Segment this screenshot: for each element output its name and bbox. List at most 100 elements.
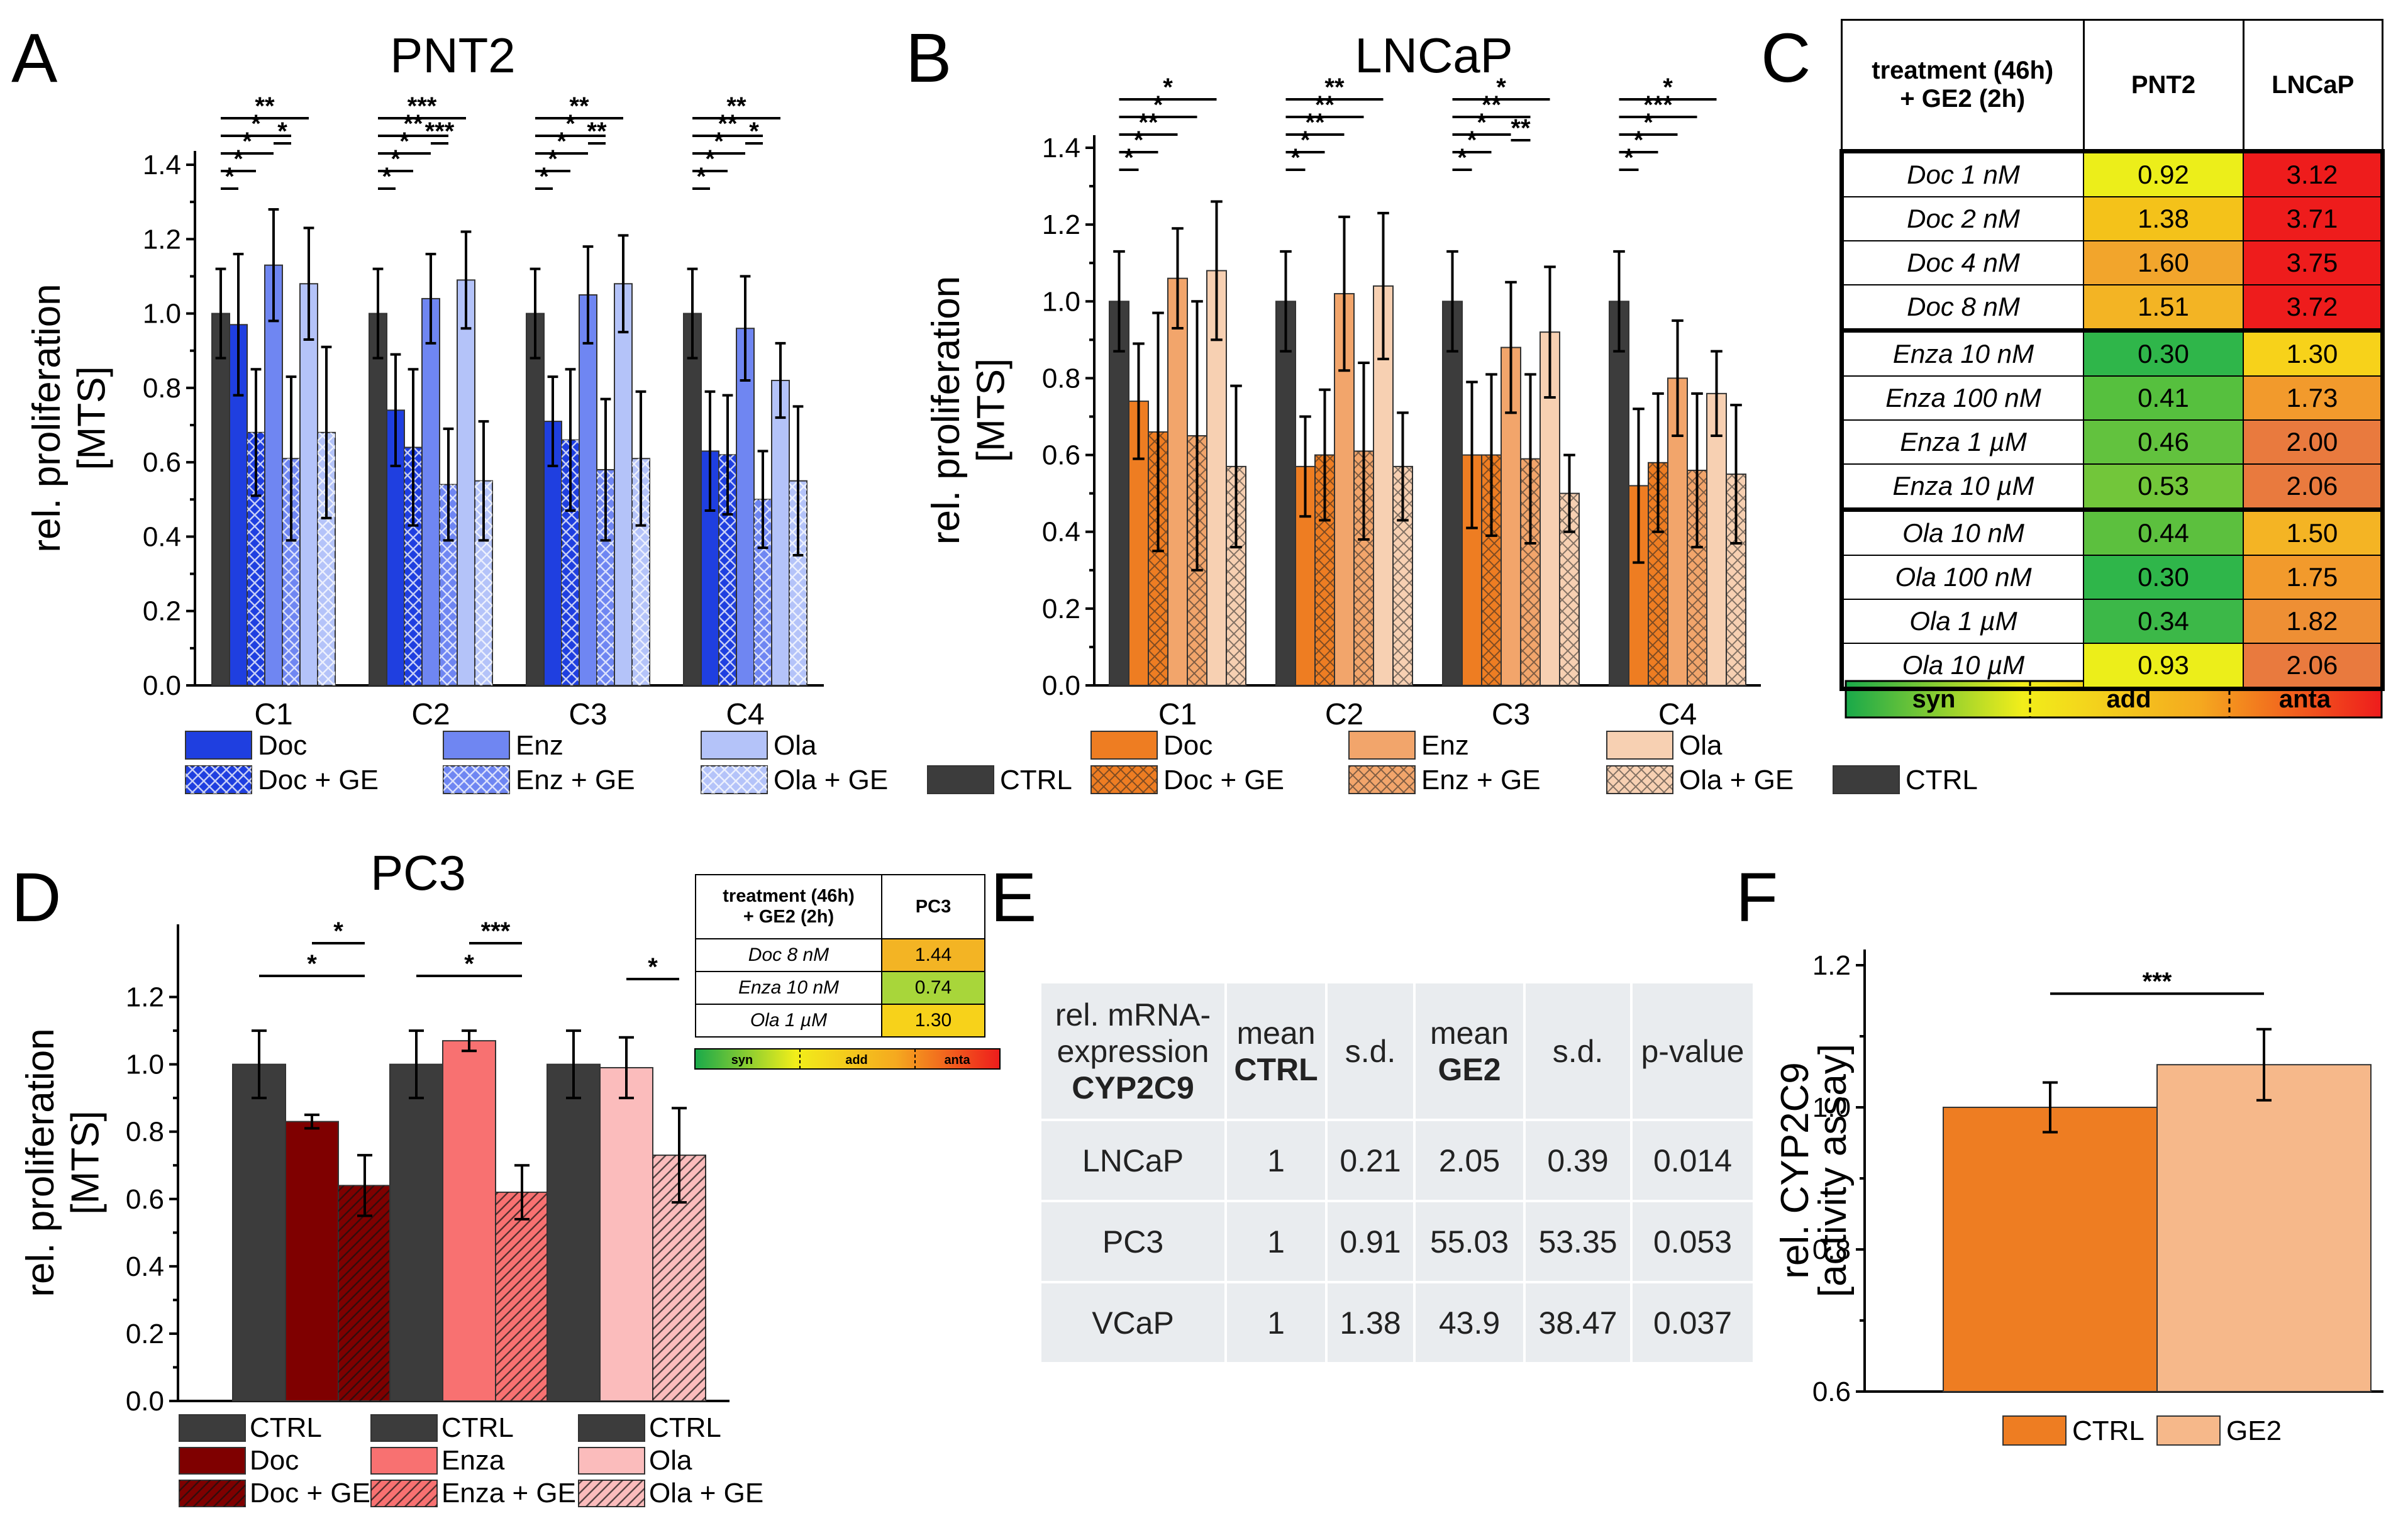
chart-a-bar-C2-CTRL bbox=[369, 313, 387, 687]
table-e-cell-sd-ge2: 0.39 bbox=[1526, 1121, 1630, 1200]
table-c-cell-lncap: 3.75 bbox=[2243, 240, 2385, 285]
chart-b-sig-C3-3-label: ** bbox=[1482, 91, 1502, 119]
chart-d-legend-label: Ola bbox=[649, 1445, 692, 1476]
table-e-cell-p-value: 0.014 bbox=[1633, 1121, 1753, 1200]
chart-b-ytick-label: 1.4 bbox=[1042, 133, 1080, 163]
table-e-cell-mean-ge2: 2.05 bbox=[1416, 1121, 1523, 1200]
table-e-header-pvalue: p-value bbox=[1633, 983, 1753, 1119]
chart-a-bar-C4-CTRL bbox=[683, 313, 702, 687]
chart-d-ytick-label: 0.6 bbox=[126, 1184, 164, 1215]
table-e-cell-sd-ctrl: 0.21 bbox=[1328, 1121, 1413, 1200]
chart-f-ylabel-line1: rel. CYP2C9 bbox=[1773, 1062, 1817, 1279]
table-c-cell-lncap: 2.06 bbox=[2243, 643, 2385, 691]
colorbar-c-anta: anta bbox=[2279, 685, 2331, 713]
chart-a-sig-C1-5-label: * bbox=[277, 118, 287, 145]
chart-a-legend-label: Doc + GE bbox=[258, 765, 379, 795]
chart-b-sig-C2-3-label: ** bbox=[1315, 91, 1335, 119]
table-c-cell-lncap: 3.72 bbox=[2243, 284, 2385, 331]
table-e-header-ge2: GE2 bbox=[1438, 1051, 1501, 1087]
table-d-cell-pc3: 0.74 bbox=[881, 971, 985, 1005]
table-c-row-label: Enza 1 µM bbox=[1839, 419, 2084, 465]
chart-d-legend-swatch bbox=[179, 1447, 246, 1475]
chart-b-sig-C4-0-label: * bbox=[1624, 144, 1634, 172]
chart-a-sig-C4-3-label: ** bbox=[718, 110, 738, 138]
table-c-row-label: Doc 2 nM bbox=[1839, 196, 2084, 241]
chart-f-bar-GE2 bbox=[2156, 1064, 2372, 1392]
chart-f-legend-label: GE2 bbox=[2226, 1415, 2282, 1446]
table-c-row: Enza 10 nM 0.30 1.30 bbox=[1839, 328, 2385, 377]
chart-d-bar-2-CTRL bbox=[547, 1063, 601, 1402]
chart-a-legend-swatch bbox=[701, 731, 768, 760]
table-c-cell-lncap: 1.50 bbox=[2243, 507, 2385, 556]
table-e-header-mean-ge2: mean GE2 bbox=[1416, 983, 1523, 1119]
chart-d-sig-0-label: * bbox=[307, 950, 317, 978]
chart-b-bar-C1-Enz bbox=[1167, 277, 1188, 686]
table-c-cell-lncap: 1.75 bbox=[2243, 555, 2385, 600]
chart-d-ytick-label: 0.0 bbox=[126, 1386, 164, 1417]
table-c-cell-pnt2: 0.34 bbox=[2083, 599, 2244, 644]
table-c-row: Ola 1 µM 0.34 1.82 bbox=[1839, 599, 2385, 644]
table-c-row: Enza 10 µM 0.53 2.06 bbox=[1839, 463, 2385, 511]
table-c-cell-lncap: 1.82 bbox=[2243, 599, 2385, 644]
chart-b-legend-label: Doc + GE bbox=[1163, 765, 1284, 795]
chart-b-xtick-label: C1 bbox=[1158, 698, 1197, 731]
table-c-cell-pnt2: 0.92 bbox=[2083, 149, 2244, 197]
table-c-header-pnt2: PNT2 bbox=[2082, 19, 2244, 152]
panel-letter-b: B bbox=[906, 19, 952, 97]
chart-a-legend-label: Enz + GE bbox=[516, 765, 635, 795]
table-e-header-label-l1: rel. mRNA- bbox=[1055, 997, 1211, 1033]
chart-b-ytick-label: 0.2 bbox=[1042, 594, 1080, 624]
table-e-cell-mean-ctrl: 1 bbox=[1227, 1283, 1325, 1362]
table-e-row: LNCaP 1 0.21 2.05 0.39 0.014 bbox=[1041, 1121, 1753, 1200]
table-c-row: Doc 4 nM 1.60 3.75 bbox=[1839, 240, 2385, 285]
chart-d-legend-label: Doc + GE bbox=[250, 1478, 370, 1509]
table-d-header-treatment: treatment (46h) + GE2 (2h) bbox=[695, 874, 882, 939]
chart-b-ytick-label: 0.6 bbox=[1042, 440, 1080, 471]
chart-a-sig-C2-3-label: ** bbox=[403, 110, 423, 138]
table-c-row-label: Ola 1 µM bbox=[1839, 599, 2084, 644]
chart-d-ytick-label: 0.4 bbox=[126, 1251, 164, 1282]
table-e-header-label: rel. mRNA- expression CYP2C9 bbox=[1041, 983, 1224, 1119]
chart-a-ytick-label: 0.6 bbox=[143, 447, 181, 478]
table-d-combination-index: treatment (46h) + GE2 (2h) PC3 Doc 8 nM 1… bbox=[695, 874, 985, 1038]
chart-b-bar-C3-CTRL bbox=[1442, 301, 1463, 686]
table-d-row: Ola 1 µM 1.30 bbox=[695, 1004, 985, 1038]
table-d-cell-pc3: 1.30 bbox=[881, 1004, 985, 1038]
chart-a-legend-label: Enz bbox=[516, 730, 563, 761]
chart-a-bar-C2-Enz bbox=[421, 297, 440, 686]
chart-f-sig-0-label: *** bbox=[2143, 968, 2172, 995]
chart-b-ytick-label: 1.2 bbox=[1042, 209, 1080, 240]
chart-d-bar-1-EnzaGE-hatch bbox=[496, 1192, 548, 1401]
chart-d-legend-swatch-hatch bbox=[179, 1480, 245, 1507]
chart-b-sig-C4-3-label: *** bbox=[1643, 91, 1673, 119]
chart-a-title: PNT2 bbox=[390, 28, 515, 83]
chart-a-ytick-label: 0.8 bbox=[143, 373, 181, 404]
chart-a-bar-C4-Ola bbox=[771, 380, 790, 686]
chart-b-sig-C3-4-label: * bbox=[1496, 74, 1506, 101]
chart-b-ylabel-line1: rel. proliferation bbox=[924, 276, 968, 545]
chart-a-bar-C2-Ola bbox=[457, 279, 475, 687]
table-c-row-label: Ola 10 nM bbox=[1839, 507, 2084, 556]
table-c-cell-lncap: 3.71 bbox=[2243, 196, 2385, 241]
table-e-header-label-l2: expression bbox=[1057, 1033, 1209, 1069]
table-c-row: Ola 10 µM 0.93 2.06 bbox=[1839, 643, 2385, 691]
chart-b-ylabel: rel. proliferation [MTS] bbox=[924, 276, 1013, 545]
table-c-row-label: Doc 8 nM bbox=[1839, 284, 2084, 331]
table-c-row-label: Enza 10 µM bbox=[1839, 463, 2084, 511]
table-c-cell-lncap: 1.30 bbox=[2243, 328, 2385, 377]
table-e-cell-sd-ctrl: 1.38 bbox=[1328, 1283, 1413, 1362]
table-e-header-ctrl: CTRL bbox=[1234, 1051, 1318, 1087]
table-e-header-mean-ctrl: mean CTRL bbox=[1227, 983, 1325, 1119]
chart-a-ylabel-line1: rel. proliferation bbox=[25, 284, 69, 552]
chart-d-ytick-label: 1.2 bbox=[126, 982, 164, 1013]
chart-d-bar-0-Doc bbox=[285, 1121, 339, 1402]
table-d-row-label: Ola 1 µM bbox=[695, 1004, 882, 1038]
table-c-row: Doc 8 nM 1.51 3.72 bbox=[1839, 284, 2385, 331]
chart-a-ytick-label: 0.2 bbox=[143, 596, 181, 627]
chart-a-ytick-label: 0.0 bbox=[143, 670, 181, 701]
colorbar-d-anta: anta bbox=[944, 1053, 970, 1067]
chart-a-ytick-label: 0.4 bbox=[143, 521, 181, 552]
table-e-header-sd2: s.d. bbox=[1526, 983, 1630, 1119]
chart-b-sig-C3-5-label: ** bbox=[1511, 114, 1531, 142]
table-e-cell-mean-ctrl: 1 bbox=[1227, 1121, 1325, 1200]
